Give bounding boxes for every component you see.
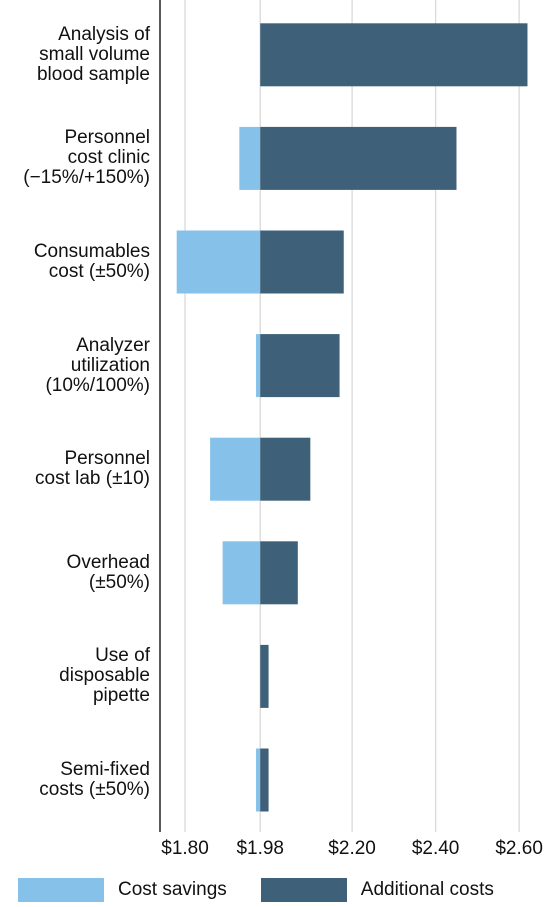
bar-cost-savings-2 (176, 230, 261, 294)
bar-additional-costs-0 (260, 23, 528, 87)
bar-additional-costs-5 (260, 541, 298, 605)
bar-additional-costs-3 (260, 334, 340, 398)
grid-lines (184, 0, 520, 832)
x-tick-label-4: $2.60 (495, 838, 543, 859)
legend: Cost savings Additional costs (18, 878, 528, 902)
legend-label-cost-savings: Cost savings (118, 879, 227, 900)
bar-additional-costs-7 (260, 748, 269, 812)
bar-additional-costs-1 (260, 126, 457, 190)
category-label-4: Personnel cost lab (±10) (35, 448, 150, 490)
category-label-2: Consumables cost (±50%) (33, 241, 150, 282)
bar-cost-savings-7 (256, 748, 261, 812)
category-label-6: Use of disposable pipette (59, 645, 150, 707)
bar-cost-savings-5 (222, 541, 261, 605)
x-tick-label-2: $2.20 (328, 838, 376, 859)
bar-additional-costs-6 (260, 644, 269, 708)
x-tick-label-1: $1.98 (236, 838, 284, 859)
category-label-7: Semi-fixed costs (±50%) (39, 759, 150, 800)
x-tick-label-3: $2.40 (411, 838, 460, 859)
category-label-1: Personnel cost clinic (−15%/+150%) (23, 127, 150, 189)
legend-swatch-cost-savings (18, 878, 104, 902)
bar-additional-costs-2 (260, 230, 344, 294)
bars (176, 23, 528, 812)
bar-additional-costs-4 (260, 437, 311, 501)
bar-cost-savings-3 (256, 334, 261, 398)
bar-cost-savings-1 (239, 126, 261, 190)
category-label-0: Analysis of small volume blood sample (36, 23, 150, 85)
legend-swatch-additional-costs (260, 878, 347, 902)
legend-label-additional-costs: Additional costs (360, 879, 494, 900)
category-label-3: Analyzer utilization (10%/100%) (45, 334, 150, 396)
category-label-5: Overhead (±50%) (66, 551, 150, 593)
x-tick-label-0: $1.80 (161, 838, 209, 859)
bar-cost-savings-4 (210, 437, 261, 501)
